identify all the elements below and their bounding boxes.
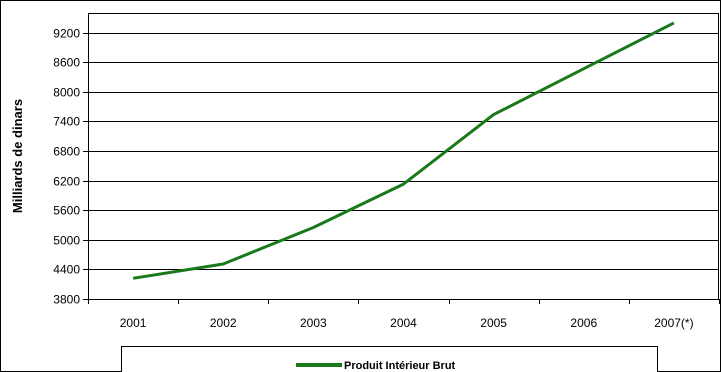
plot-area [88,13,719,300]
y-tick-label: 6800 [53,145,80,159]
legend: Produit Intérieur Brut [121,346,658,372]
y-axis-title: Milliards de dinars [10,99,25,213]
y-tick-label: 8600 [53,56,80,70]
y-tick-label: 8000 [53,86,80,100]
x-axis: 2001 2002 2003 2004 2005 2006 2007(*) [88,299,720,330]
y-tick-label: 5000 [53,234,80,248]
y-tick-label: 6200 [53,175,80,189]
x-tick-label: 2007(*) [654,316,693,330]
y-tick-label: 4400 [53,263,80,277]
y-tick-label: 7400 [53,115,80,129]
x-tick-label: 2005 [480,316,507,330]
x-tick-label: 2001 [120,316,147,330]
legend-label-pib: Produit Intérieur Brut [344,360,456,372]
legend-box [121,346,658,372]
x-tick-label: 2004 [390,316,417,330]
series-lines [132,21,675,280]
y-axis: 3800 4400 5000 5600 6200 6800 7400 8000 8600 9200 [53,27,88,307]
y-tick-label: 5600 [53,204,80,218]
x-tick-label: 2006 [570,316,597,330]
gridlines [88,33,719,270]
y-tick-label: 3800 [53,293,80,307]
x-tick-label: 2003 [300,316,327,330]
x-tick-label: 2002 [210,316,237,330]
y-tick-label: 9200 [53,27,80,41]
